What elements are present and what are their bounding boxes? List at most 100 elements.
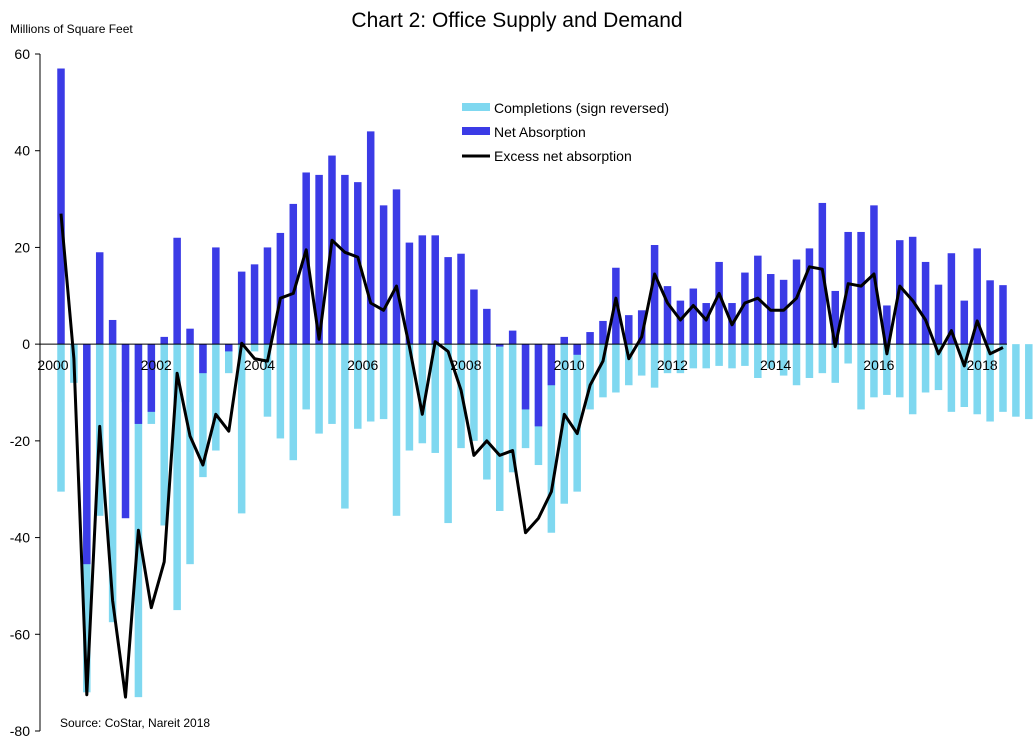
net-absorption-bar [805,248,814,345]
completions-bar [792,344,801,386]
completions-bar [573,344,581,492]
completions-bar [779,344,788,376]
completions-bar [883,344,891,395]
x-tick-label: 2012 [657,357,688,373]
completions-bar [250,344,259,352]
completions-bars [57,344,1033,698]
net-absorption-bar [237,271,246,345]
completions-bar [160,344,168,526]
net-absorption-bar [908,236,917,345]
completions-bar [186,344,194,565]
completions-bar [57,344,65,492]
completions-bar [870,344,878,398]
net-absorption-bar [947,253,956,345]
completions-bar [470,344,478,441]
completions-bar [547,344,556,533]
net-absorption-bar [741,272,749,345]
completions-bar [857,344,865,410]
completions-bar [960,344,969,408]
net-absorption-bar [508,330,517,345]
net-absorption-bar [883,305,891,345]
net-absorption-bar [354,182,362,345]
legend-label-net-absorption: Net Absorption [494,124,586,140]
net-absorption-bar [108,319,117,345]
net-absorption-bar [276,232,285,345]
excess-net-absorption-line [59,213,1004,699]
net-absorption-bar [315,174,323,345]
net-absorption-bar [250,264,259,345]
net-absorption-bar [83,344,91,565]
completions-bar [896,344,904,398]
completions-bar [263,344,272,417]
y-axis-unit-label: Millions of Square Feet [10,22,133,36]
net-absorption-bar [405,242,414,345]
completions-bar [328,344,336,424]
net-absorption-bar [289,203,298,345]
completions-bar [908,344,917,415]
y-tick-label: -80 [10,723,30,739]
net-absorption-bar [573,344,581,355]
net-absorption-bar [547,344,556,386]
completions-bar [302,344,310,410]
completions-bar [1012,344,1020,417]
y-tick-label: -40 [10,530,30,546]
completions-bar [650,344,659,388]
completions-bar [341,344,349,509]
axes: 60 40 20 0 -20 -40 -60 -80 2000 2002 2004 2006 2008 2… [10,46,1007,739]
net-absorption-bar [934,284,943,345]
completions-bar [173,344,181,611]
completions-bar [366,344,375,422]
completions-bar [676,344,685,374]
completions-bar [702,344,710,369]
legend-swatch-completions [462,103,490,111]
net-absorption-bar [973,248,981,345]
completions-bar [805,344,814,378]
net-absorption-bar [663,286,672,345]
net-absorption-bar [418,235,427,345]
completions-bar [741,344,749,366]
legend-label-completions: Completions (sign reversed) [494,100,669,116]
completions-bar [315,344,323,434]
completions-bar [625,344,633,386]
completions-bar [728,344,736,369]
net-absorption-bar [625,315,633,345]
net-absorption-bar [263,247,272,345]
net-absorption-bar [57,68,65,345]
net-absorption-bar [676,300,685,345]
net-absorption-bar [715,261,723,345]
net-absorption-bar [379,205,388,345]
completions-bar [354,344,362,429]
net-absorption-bar [612,267,620,345]
completions-bar [754,344,762,378]
completions-bar [212,344,220,451]
completions-bar [483,344,491,480]
x-tick-label: 2010 [554,357,585,373]
x-tick-label: 2014 [760,357,791,373]
completions-bar [108,344,117,623]
completions-bar [715,344,723,366]
legend-label-excess: Excess net absorption [494,148,632,164]
completions-bar [973,344,981,415]
net-absorption-bar [134,344,143,424]
completions-bar [405,344,414,451]
net-absorption-bar [586,332,594,345]
completions-bar [663,344,672,374]
completions-bar [225,344,233,374]
net-absorption-bar [534,344,543,427]
x-tick-label: 2004 [244,357,275,373]
y-tick-label: -60 [10,626,30,642]
net-absorption-bar [225,344,233,352]
completions-bar [921,344,930,393]
completions-bar [237,344,246,514]
completions-bar [599,344,607,398]
x-tick-label: 2006 [347,357,378,373]
net-absorption-bar [650,245,659,345]
x-tick-label: 2016 [863,357,894,373]
net-absorption-bar [637,310,646,345]
net-absorption-bar [457,253,465,345]
excess-line-layer [59,213,1004,699]
completions-bar [495,344,504,511]
completions-bar [276,344,285,439]
net-absorption-bar [702,303,710,345]
net-absorption-bar [341,174,349,345]
